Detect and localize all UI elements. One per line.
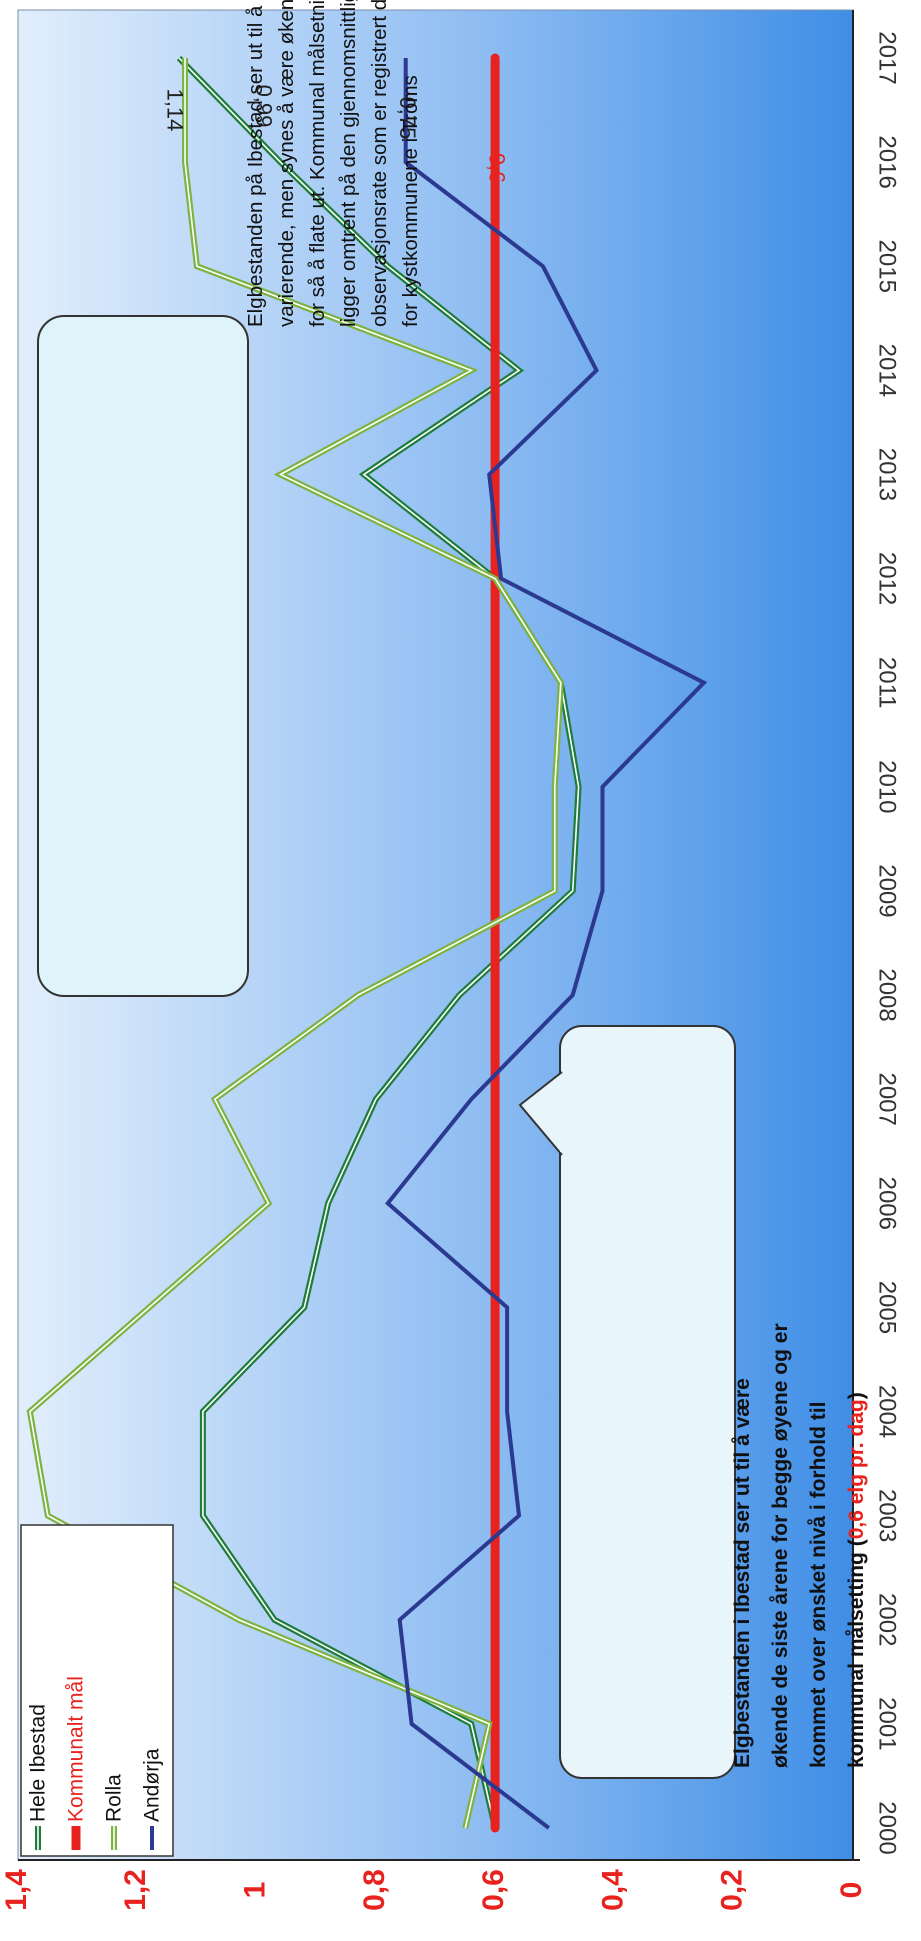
legend-item: Hele Ibestad [27, 1704, 50, 1850]
x-tick-label: 2011 [874, 657, 901, 709]
y-tick-label: 1,4 [0, 1869, 33, 1911]
x-tick-label: 2003 [874, 1489, 901, 1542]
legend-label: Andørja [141, 1748, 164, 1822]
x-tick-label: 2017 [874, 31, 901, 84]
legend-label: Rolla [103, 1774, 126, 1822]
x-tick-label: 2013 [874, 448, 901, 501]
legend-item: Kommunalt mål [65, 1676, 88, 1850]
end-value-label: 0,75 [395, 97, 420, 140]
y-tick-label: 0,8 [358, 1869, 391, 1911]
x-tick-label: 2012 [874, 552, 901, 605]
end-value-label: 0,6 [484, 153, 509, 184]
legend-label: Kommunalt mål [65, 1676, 88, 1822]
x-tick-label: 2015 [874, 240, 901, 293]
annotation-bottom-line: kommunal målsetting (0,6 elg pr. dag) [845, 1392, 868, 1768]
y-tick-label: 1 [238, 1882, 271, 1899]
y-tick-label: 0,4 [596, 1869, 629, 1911]
y-tick-label: 0,6 [477, 1869, 510, 1911]
x-tick-label: 2004 [874, 1385, 901, 1438]
annotation-bottom-line: kommet over ønsket nivå i forhold til [807, 1402, 830, 1768]
x-tick-label: 2008 [874, 968, 901, 1021]
x-tick-label: 2001 [874, 1697, 901, 1750]
legend-label: Hele Ibestad [27, 1704, 50, 1822]
annotation-bottom-line: Elgbestanden i Ibestad ser ut til å være [731, 1378, 754, 1768]
x-tick-label: 2014 [874, 344, 901, 397]
x-tick-label: 2002 [874, 1593, 901, 1646]
annotation-bottom-line: økende de siste årene for begge øyene og… [769, 1323, 792, 1768]
x-tick-label: 2016 [874, 135, 901, 188]
x-tick-label: 2010 [874, 760, 901, 813]
annotation-top-line: for kystkommunene i Troms [399, 75, 422, 327]
series-line-3 [385, 58, 708, 1830]
annotation-top-line: Elgbestanden på Ibestad ser ut til å har… [244, 0, 267, 327]
y-tick-label: 1,2 [119, 1869, 152, 1911]
end-labels: 1,14 0,99 0,75 0,6 [162, 85, 509, 184]
annotation-top-line: ligger omtrent på den gjennomsnittlige [337, 0, 360, 327]
annotation-top-line: observasjonsrate som er registrert de si… [368, 0, 391, 327]
end-value-label: 0,99 [252, 85, 277, 128]
annotation-top: Elgbestanden på Ibestad ser ut til å har… [37, 0, 422, 997]
x-tick-label: 2000 [874, 1801, 901, 1854]
legend: Hele Ibestad Kommunalt mål Rolla Andørja [20, 1524, 174, 1857]
y-tick-label: 0 [835, 1882, 868, 1899]
x-tick-label: 2006 [874, 1177, 901, 1230]
legend-item: Rolla [103, 1774, 126, 1850]
x-tick-labels: 2000 2001 2002 2003 2004 2005 2006 2007 2008 2009… [874, 31, 901, 1854]
y-tick-label: 0,2 [716, 1869, 749, 1911]
annotation-top-line: varierende, men synes å være økende ette… [275, 0, 298, 327]
legend-item: Andørja [141, 1748, 164, 1850]
x-tick-label: 2009 [874, 864, 901, 917]
x-tick-label: 2007 [874, 1072, 901, 1125]
end-value-label: 1,14 [162, 89, 187, 132]
series-lines [26, 53, 708, 1833]
annotation-top-line: for så å flate ut. Kommunal målsetning p… [306, 0, 329, 327]
annotation-bottom: Elgbestanden i Ibestad ser ut til å være… [518, 1025, 868, 1779]
y-tick-labels: 0 0,2 0,4 0,6 0,8 1 1,2 1,4 [0, 1869, 868, 1911]
x-tick-label: 2005 [874, 1281, 901, 1334]
